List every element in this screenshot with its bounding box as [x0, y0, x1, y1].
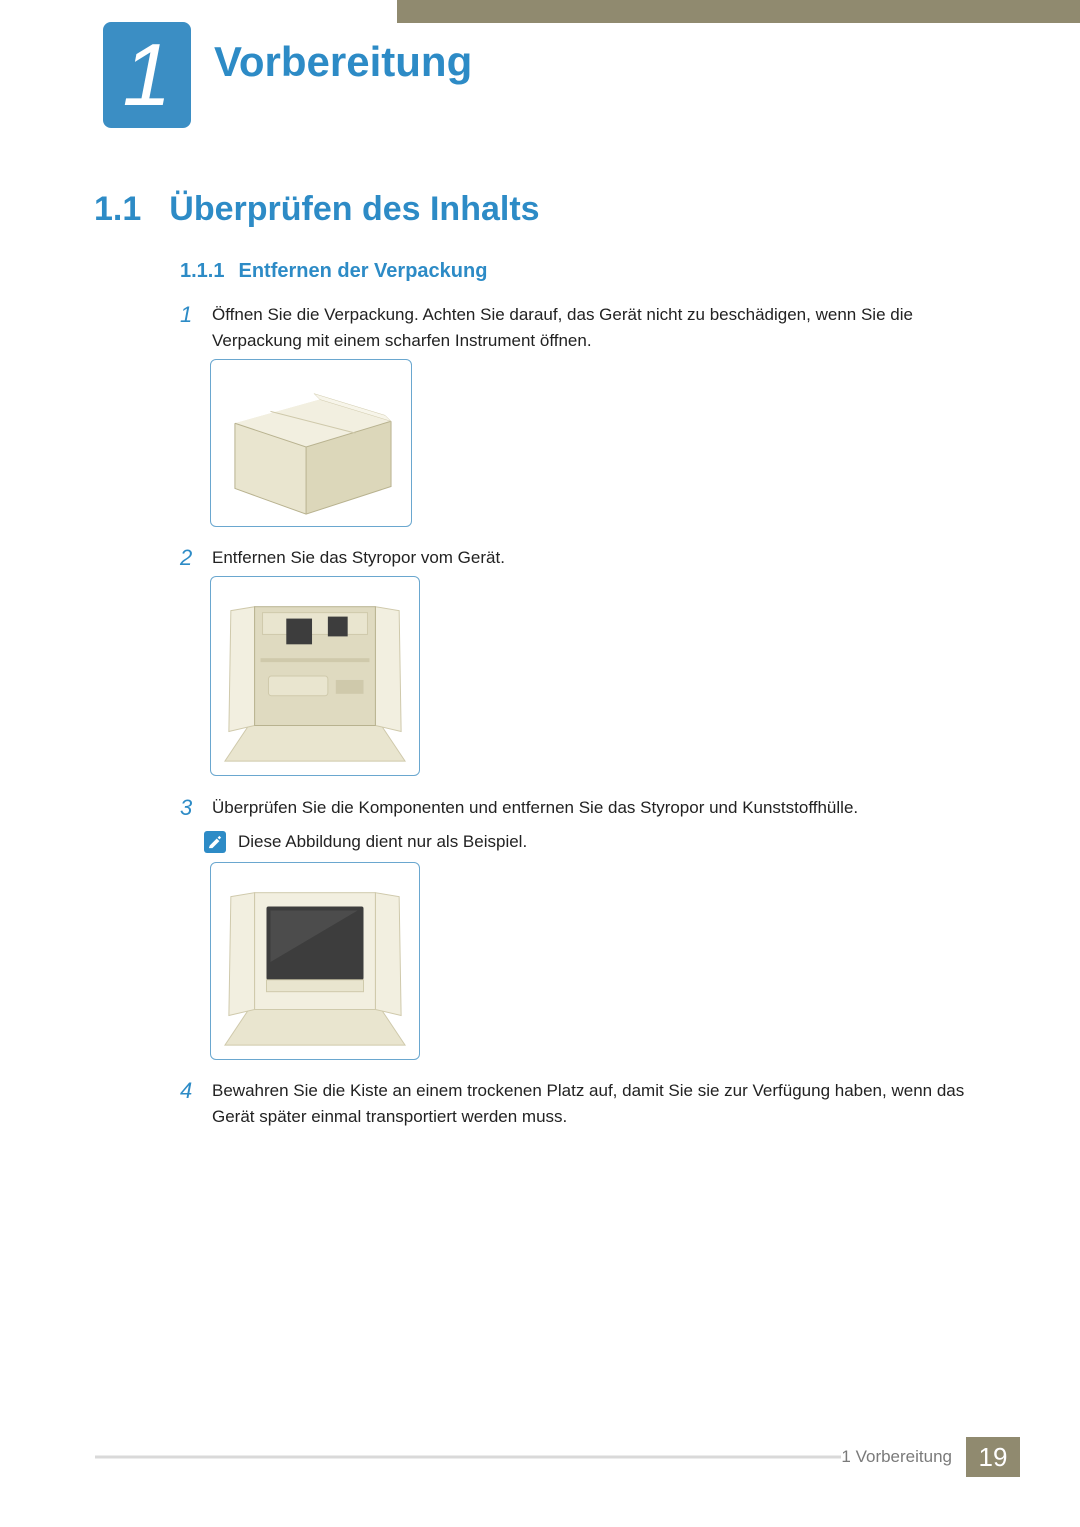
foam-icon: [211, 577, 419, 775]
box-icon: [211, 360, 411, 526]
chapter-number-badge: 1: [103, 22, 191, 128]
chapter-title: Vorbereitung: [214, 38, 472, 86]
section-title: Überprüfen des Inhalts: [169, 190, 539, 229]
footer-page-number: 19: [979, 1442, 1008, 1473]
step-number: 3: [180, 795, 198, 821]
footer-page-box: 19: [966, 1437, 1020, 1477]
footer-chapter-label: 1 Vorbereitung: [841, 1447, 966, 1467]
chapter-number: 1: [123, 31, 172, 119]
step-text: Entfernen Sie das Styropor vom Gerät.: [212, 545, 505, 571]
step-3: 3 Überprüfen Sie die Komponenten und ent…: [180, 795, 990, 853]
figure-box-monitor: [210, 862, 420, 1060]
step-text: Bewahren Sie die Kiste an einem trockene…: [212, 1078, 990, 1129]
header-accent-bar: [397, 0, 1080, 23]
step-number: 4: [180, 1078, 198, 1104]
monitor-icon: [211, 863, 419, 1059]
note-icon: [204, 831, 226, 853]
step-text: Öffnen Sie die Verpackung. Achten Sie da…: [212, 302, 990, 353]
step-1: 1 Öffnen Sie die Verpackung. Achten Sie …: [180, 302, 990, 353]
figure-box-foam: [210, 576, 420, 776]
note-text: Diese Abbildung dient nur als Beispiel.: [238, 832, 527, 852]
subsection-number: 1.1.1: [180, 260, 224, 283]
step-number: 1: [180, 302, 198, 328]
page-footer: 1 Vorbereitung 19: [95, 1437, 1020, 1477]
step-2: 2 Entfernen Sie das Styropor vom Gerät.: [180, 545, 990, 571]
step-text: Überprüfen Sie die Komponenten und entfe…: [212, 795, 858, 821]
figure-box-closed: [210, 359, 412, 527]
section-number: 1.1: [94, 190, 141, 229]
subsection-title: Entfernen der Verpackung: [238, 260, 487, 283]
step-4: 4 Bewahren Sie die Kiste an einem trocke…: [180, 1078, 990, 1129]
step-number: 2: [180, 545, 198, 571]
